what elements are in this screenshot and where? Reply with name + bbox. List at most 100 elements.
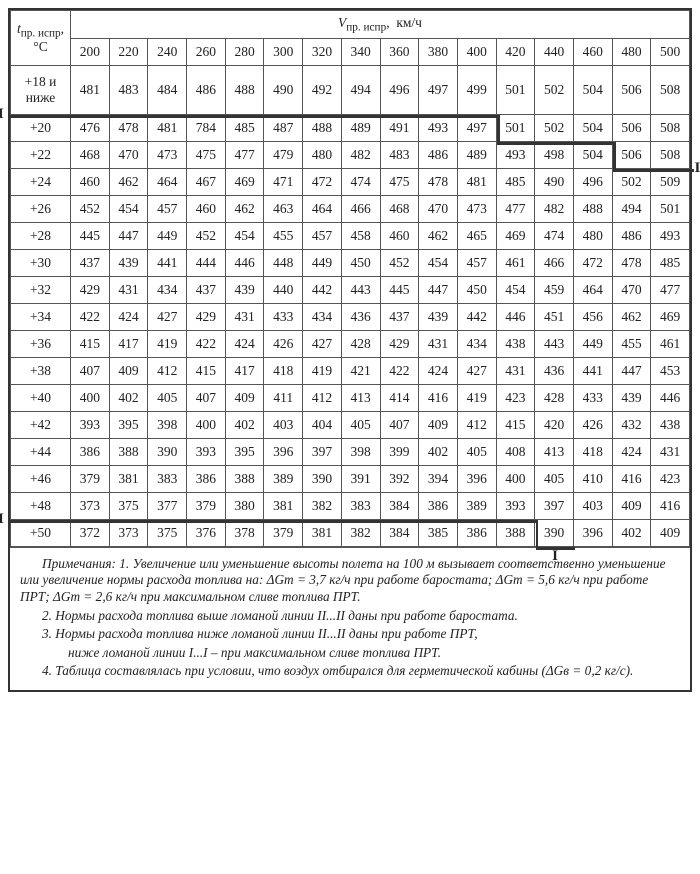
note-3a: 3. Нормы расхода топлива ниже ломаной ли… — [20, 626, 680, 643]
data-cell: 481 — [457, 168, 496, 195]
data-cell: 421 — [341, 357, 380, 384]
data-cell: 400 — [71, 384, 110, 411]
data-cell: 484 — [148, 65, 187, 114]
data-cell: 438 — [651, 411, 690, 438]
data-cell: 447 — [109, 222, 148, 249]
data-cell: 437 — [380, 303, 419, 330]
data-cell: 482 — [535, 195, 574, 222]
data-cell: 410 — [573, 465, 612, 492]
row-temperature: +34 — [11, 303, 71, 330]
table-row: +244604624644674694714724744754784814854… — [11, 168, 690, 195]
data-cell: 502 — [612, 168, 651, 195]
data-cell: 458 — [341, 222, 380, 249]
speed-col-header: 420 — [496, 38, 535, 65]
data-cell: 396 — [457, 465, 496, 492]
data-cell: 454 — [225, 222, 264, 249]
data-cell: 384 — [380, 492, 419, 519]
data-cell: 429 — [187, 303, 226, 330]
data-cell: 381 — [264, 492, 303, 519]
data-cell: 413 — [535, 438, 574, 465]
data-cell: 488 — [303, 114, 342, 141]
data-cell: 404 — [303, 411, 342, 438]
data-cell: 386 — [187, 465, 226, 492]
data-cell: 472 — [573, 249, 612, 276]
data-cell: 402 — [225, 411, 264, 438]
data-cell: 422 — [187, 330, 226, 357]
row-temperature: +18 иниже — [11, 65, 71, 114]
data-cell: 493 — [651, 222, 690, 249]
data-cell: 455 — [612, 330, 651, 357]
data-cell: 469 — [651, 303, 690, 330]
data-cell: 452 — [380, 249, 419, 276]
data-cell: 438 — [496, 330, 535, 357]
data-cell: 469 — [496, 222, 535, 249]
speed-col-header: 300 — [264, 38, 303, 65]
data-cell: 449 — [148, 222, 187, 249]
roman-I-bottom: I — [552, 548, 558, 565]
data-cell: 457 — [148, 195, 187, 222]
data-cell: 383 — [341, 492, 380, 519]
data-cell: 502 — [535, 114, 574, 141]
row-temperature: +44 — [11, 438, 71, 465]
data-cell: 501 — [496, 114, 535, 141]
data-cell: 412 — [148, 357, 187, 384]
data-cell: 482 — [341, 141, 380, 168]
data-cell: 403 — [573, 492, 612, 519]
table-row: +423933953984004024034044054074094124154… — [11, 411, 690, 438]
table-row: +483733753773793803813823833843863893933… — [11, 492, 690, 519]
table-row: +384074094124154174184194214224244274314… — [11, 357, 690, 384]
data-cell: 386 — [71, 438, 110, 465]
data-cell: 398 — [341, 438, 380, 465]
data-cell: 504 — [573, 141, 612, 168]
speed-col-header: 440 — [535, 38, 574, 65]
table-row: +324294314344374394404424434454474504544… — [11, 276, 690, 303]
data-cell: 456 — [573, 303, 612, 330]
data-cell: 461 — [651, 330, 690, 357]
data-cell: 504 — [573, 65, 612, 114]
data-cell: 494 — [341, 65, 380, 114]
data-cell: 434 — [303, 303, 342, 330]
data-cell: 431 — [496, 357, 535, 384]
data-cell: 381 — [303, 519, 342, 546]
data-cell: 443 — [535, 330, 574, 357]
data-cell: 415 — [71, 330, 110, 357]
data-cell: 471 — [264, 168, 303, 195]
data-cell: 417 — [109, 330, 148, 357]
row-temperature: +40 — [11, 384, 71, 411]
data-cell: 396 — [573, 519, 612, 546]
data-cell: 383 — [148, 465, 187, 492]
data-cell: 460 — [380, 222, 419, 249]
data-cell: 397 — [303, 438, 342, 465]
data-cell: 496 — [573, 168, 612, 195]
row-temperature: +24 — [11, 168, 71, 195]
data-cell: 440 — [264, 276, 303, 303]
data-cell: 375 — [109, 492, 148, 519]
data-cell: 478 — [109, 114, 148, 141]
data-cell: 441 — [148, 249, 187, 276]
data-cell: 424 — [109, 303, 148, 330]
data-cell: 407 — [380, 411, 419, 438]
data-cell: 397 — [535, 492, 574, 519]
data-cell: 455 — [264, 222, 303, 249]
data-cell: 436 — [535, 357, 574, 384]
data-cell: 432 — [612, 411, 651, 438]
row-temperature: +30 — [11, 249, 71, 276]
speed-col-header: 240 — [148, 38, 187, 65]
data-cell: 449 — [573, 330, 612, 357]
note-1: Примечания: 1. Увеличение или уменьшение… — [20, 556, 680, 606]
data-cell: 492 — [303, 65, 342, 114]
data-cell: 460 — [71, 168, 110, 195]
table-row: +463793813833863883893903913923943964004… — [11, 465, 690, 492]
data-cell: 490 — [264, 65, 303, 114]
data-cell: 433 — [264, 303, 303, 330]
table-row: +18 иниже4814834844864884904924944964974… — [11, 65, 690, 114]
row-temperature: +22 — [11, 141, 71, 168]
table-row: +284454474494524544554574584604624654694… — [11, 222, 690, 249]
data-cell: 392 — [380, 465, 419, 492]
data-cell: 466 — [535, 249, 574, 276]
data-cell: 508 — [651, 65, 690, 114]
data-cell: 461 — [496, 249, 535, 276]
data-cell: 468 — [380, 195, 419, 222]
data-cell: 462 — [109, 168, 148, 195]
data-cell: 409 — [225, 384, 264, 411]
